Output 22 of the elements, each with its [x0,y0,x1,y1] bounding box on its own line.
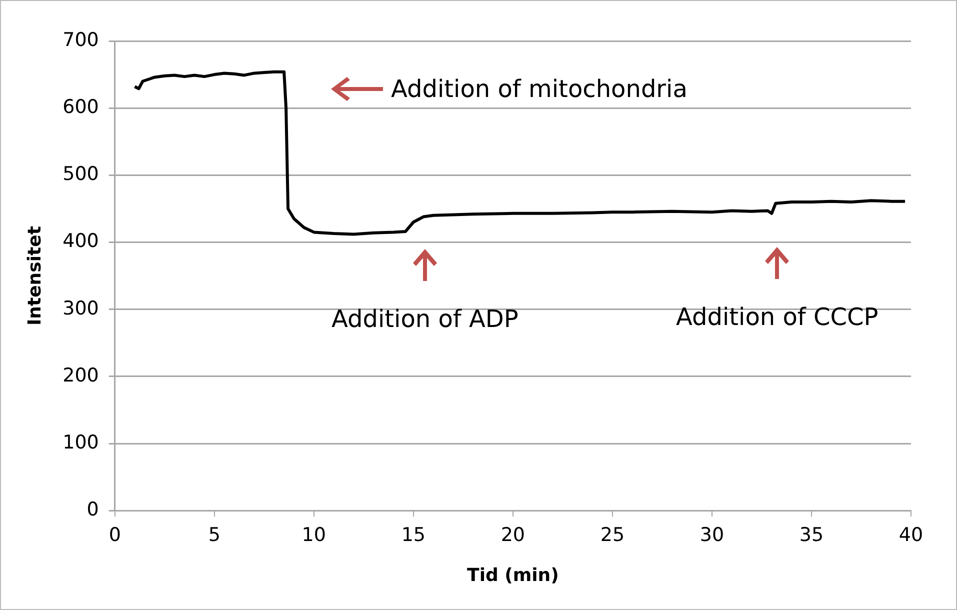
annotation: Addition of mitochondria [391,75,688,103]
y-tick-label: 700 [62,28,99,51]
x-axis-title: Tid (min) [467,564,559,586]
y-tick-label: 400 [62,230,99,252]
x-tick-label: 5 [208,524,220,546]
y-tick-label: 600 [62,96,99,118]
y-tick-label: 0 [86,498,99,521]
x-tick-label: 10 [302,524,326,546]
x-tick-label: 30 [700,524,724,546]
y-tick-label: 300 [62,297,99,320]
y-tick-label: 100 [62,431,99,454]
y-tick-label: 200 [62,364,99,386]
x-tick-label: 25 [600,524,625,546]
x-tick-label: 15 [401,524,426,546]
y-axis-title: Intensitet [24,226,46,326]
annotation: Addition of CCCP [676,303,878,331]
x-tick-label: 20 [500,524,526,546]
x-tick-label: 35 [799,524,824,546]
x-tick-label: 0 [108,524,121,546]
annotation: Addition of ADP [332,305,518,333]
y-tick-label: 500 [62,163,99,186]
x-tick-label: 40 [898,524,924,546]
